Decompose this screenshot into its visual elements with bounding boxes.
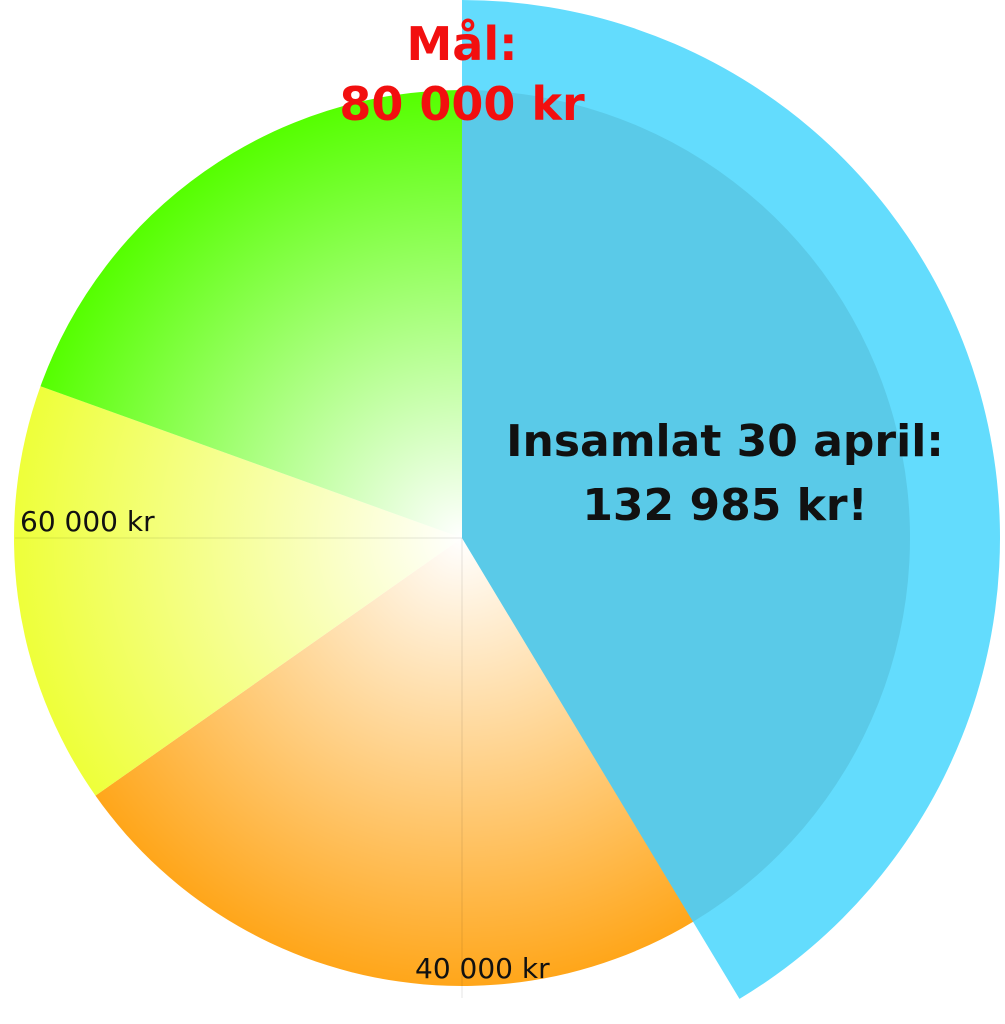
- goal-value: 80 000 kr: [339, 77, 585, 131]
- tick-label-40000: 40 000 kr: [415, 952, 550, 985]
- goal-title: Mål:: [406, 17, 518, 71]
- tick-label-60000: 60 000 kr: [20, 505, 155, 538]
- goal-label: Mål: 80 000 kr: [339, 14, 584, 134]
- collected-overlay: [462, 0, 1000, 999]
- collected-overlay-inner: [462, 90, 910, 922]
- collected-value: 132 985 kr!: [582, 480, 868, 531]
- collected-label: Insamlat 30 april: 132 985 kr!: [506, 410, 944, 538]
- collected-title: Insamlat 30 april:: [506, 416, 944, 467]
